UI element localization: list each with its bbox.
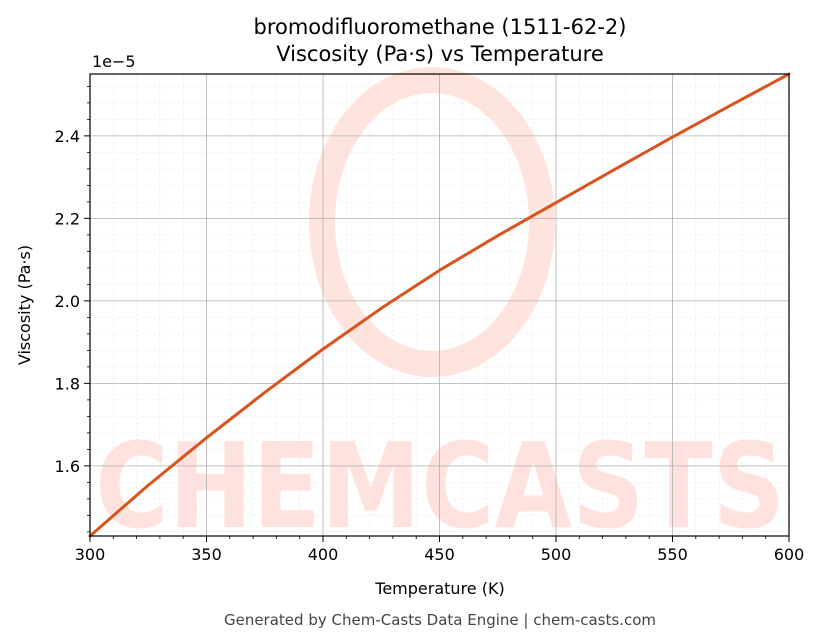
y-tick-label: 1.6 (55, 457, 80, 476)
series-line (88, 72, 791, 538)
y-tick-label: 2.4 (55, 127, 80, 146)
x-tick-label: 400 (308, 545, 339, 564)
y-tick-label: 1.8 (55, 374, 80, 393)
y-tick-label: 2.0 (55, 292, 80, 311)
x-tick-label: 450 (424, 545, 455, 564)
x-tick-label: 550 (657, 545, 688, 564)
watermark-ring-icon (309, 67, 555, 377)
y-axis-ticks: 1.6 1.8 2.0 2.2 2.4 (55, 85, 90, 533)
y-axis-label: Viscosity (Pa·s) (15, 245, 34, 365)
y-offset-label: 1e−5 (92, 52, 136, 71)
x-tick-label: 600 (774, 545, 805, 564)
y-tick-label: 2.2 (55, 209, 80, 228)
watermark-text: CHEMCASTS (95, 417, 785, 555)
x-tick-label: 500 (541, 545, 572, 564)
x-axis-label: Temperature (K) (374, 579, 504, 598)
x-tick-label: 350 (191, 545, 222, 564)
x-axis-ticks: 300 350 400 450 500 550 600 (75, 536, 805, 564)
chart-subtitle: Viscosity (Pa·s) vs Temperature (276, 42, 604, 66)
x-tick-label: 300 (75, 545, 106, 564)
footer-credit: Generated by Chem-Casts Data Engine | ch… (224, 611, 656, 629)
chart-title: bromodifluoromethane (1511-62-2) (254, 15, 627, 39)
series-layer (88, 72, 791, 538)
